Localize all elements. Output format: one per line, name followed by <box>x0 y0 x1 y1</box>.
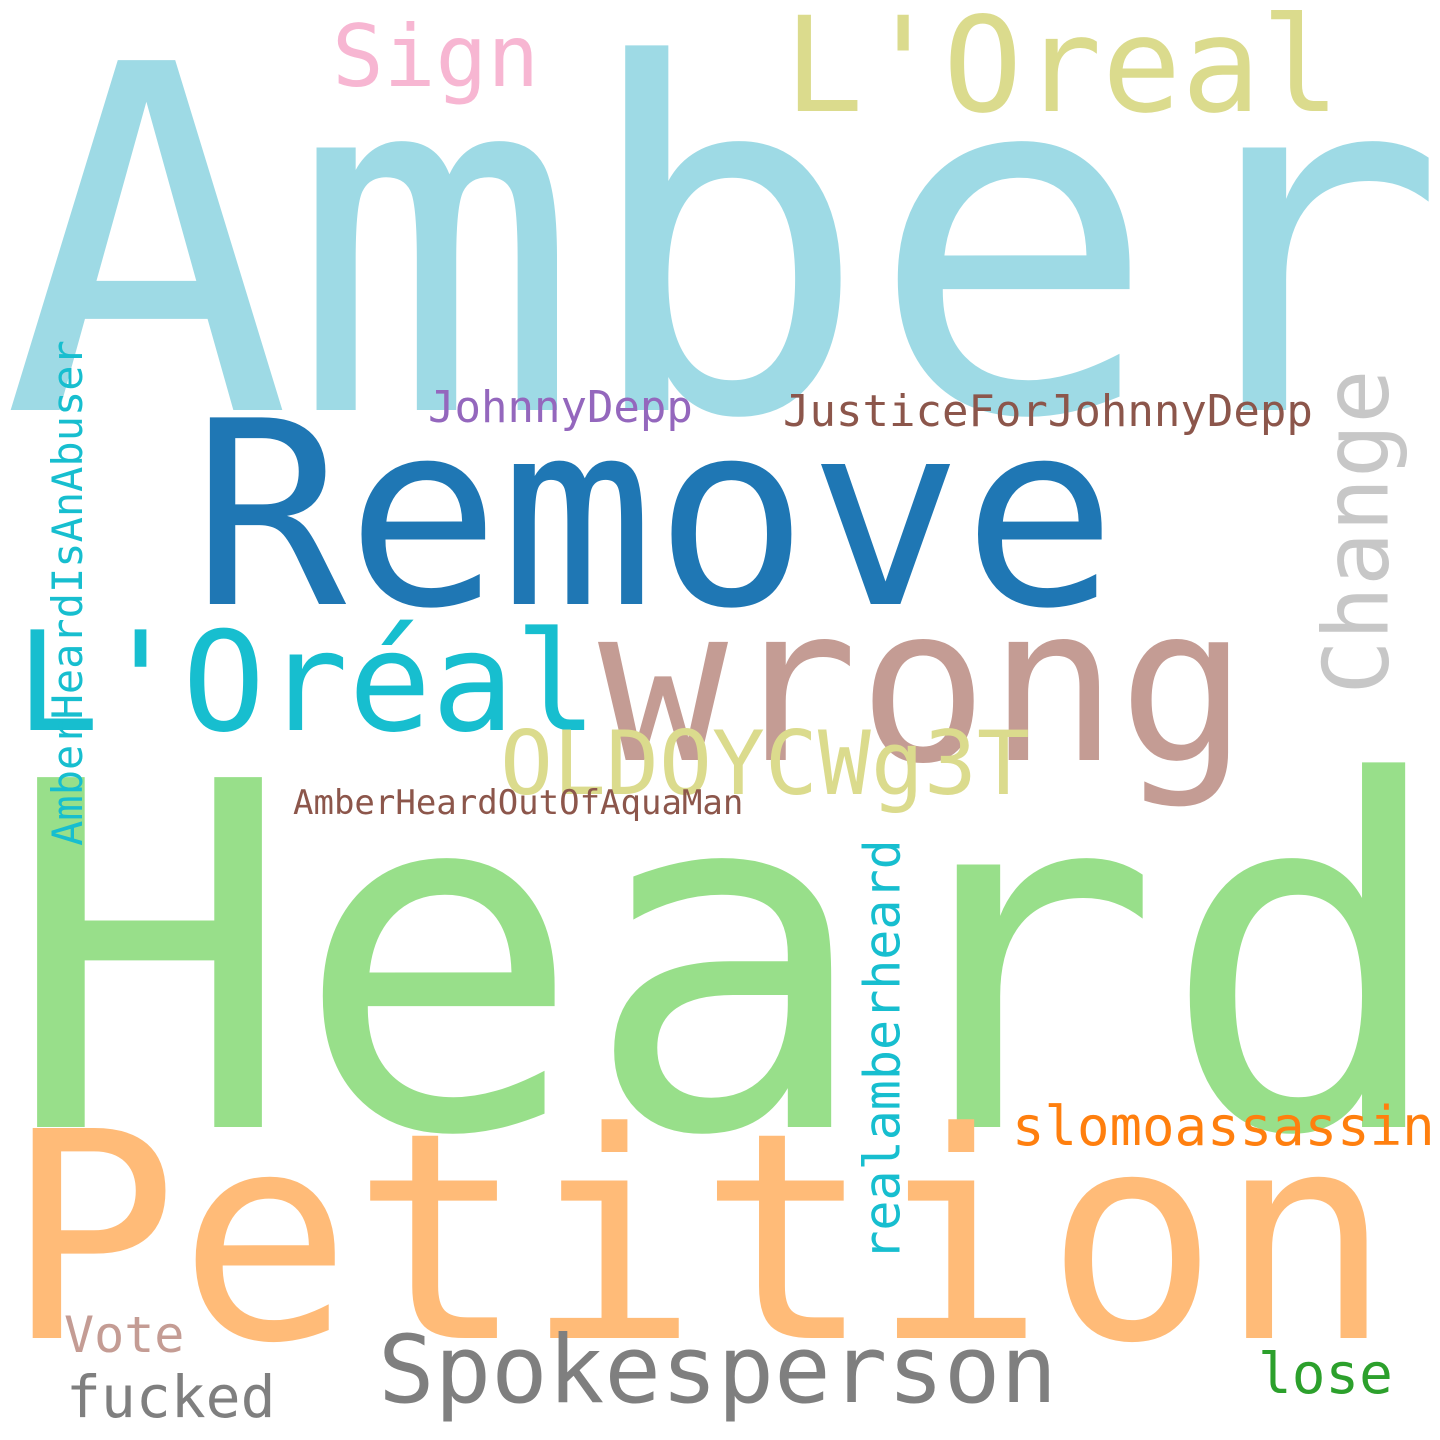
word-petition: Petition <box>5 1071 1393 1406</box>
word-slomoassassin: slomoassassin <box>1012 1095 1435 1158</box>
word-amberheardoutofaquaman: AmberHeardOutOfAquaMan <box>293 783 744 823</box>
word-loreal: L'Oreal <box>784 0 1341 143</box>
word-loreal-accented: L'Oréal <box>16 602 598 763</box>
word-oldoycwg3t: OLDOYCWg3T <box>500 712 1030 815</box>
word-heard: Heard <box>5 682 1440 1241</box>
word-fucked: fucked <box>66 1363 276 1431</box>
word-spokesperson: Spokesperson <box>378 1316 1058 1425</box>
word-realamberheard: realamberheard <box>853 839 912 1261</box>
word-sign: Sign <box>332 7 540 107</box>
word-remove: Remove <box>192 367 1117 665</box>
word-amber: Amber <box>2 0 1440 524</box>
word-johnnydepp: JohnnyDepp <box>428 382 693 433</box>
word-lose: lose <box>1258 1342 1393 1407</box>
word-change: Change <box>1304 369 1410 695</box>
word-vote: Vote <box>64 1306 185 1364</box>
word-justiceforjohnnydepp: JusticeForJohnnyDepp <box>783 386 1313 437</box>
word-wrong: wrong <box>598 560 1249 811</box>
word-amberheardisanabuser: AmberHeardIsAnAbuser <box>42 340 92 846</box>
